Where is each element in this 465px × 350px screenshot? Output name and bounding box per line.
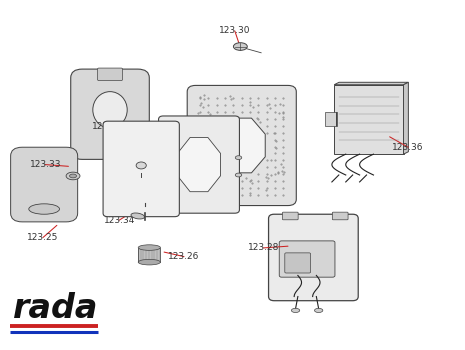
FancyBboxPatch shape: [285, 253, 311, 273]
Text: 123.33: 123.33: [30, 160, 61, 169]
FancyBboxPatch shape: [187, 85, 296, 205]
FancyBboxPatch shape: [279, 241, 335, 277]
Polygon shape: [325, 112, 337, 126]
Ellipse shape: [66, 172, 80, 180]
Ellipse shape: [235, 173, 242, 177]
Text: 123.26: 123.26: [168, 252, 199, 261]
Polygon shape: [404, 82, 408, 154]
Text: 123.28: 123.28: [248, 243, 279, 252]
Text: 123.34: 123.34: [104, 216, 135, 225]
Polygon shape: [334, 85, 404, 154]
FancyBboxPatch shape: [11, 147, 78, 222]
Text: 123.36: 123.36: [392, 143, 424, 152]
Polygon shape: [178, 138, 220, 192]
FancyBboxPatch shape: [282, 212, 298, 220]
Bar: [138, 247, 160, 262]
Ellipse shape: [235, 156, 242, 160]
FancyBboxPatch shape: [98, 68, 122, 80]
Ellipse shape: [70, 174, 77, 178]
Ellipse shape: [29, 204, 60, 214]
Polygon shape: [334, 82, 408, 85]
Ellipse shape: [93, 92, 127, 128]
Ellipse shape: [131, 213, 145, 219]
FancyBboxPatch shape: [332, 212, 348, 220]
Ellipse shape: [233, 43, 247, 50]
Ellipse shape: [136, 162, 146, 169]
FancyBboxPatch shape: [269, 214, 358, 301]
Polygon shape: [218, 118, 265, 173]
Text: rada: rada: [13, 292, 98, 325]
FancyBboxPatch shape: [71, 69, 149, 159]
Ellipse shape: [138, 259, 160, 265]
FancyBboxPatch shape: [103, 121, 179, 217]
FancyBboxPatch shape: [159, 116, 239, 213]
Text: 123.32: 123.32: [92, 122, 123, 131]
Ellipse shape: [314, 308, 323, 313]
Ellipse shape: [138, 245, 160, 250]
Ellipse shape: [292, 308, 300, 313]
Text: 123.25: 123.25: [27, 233, 59, 242]
Text: 123.30: 123.30: [219, 26, 251, 35]
